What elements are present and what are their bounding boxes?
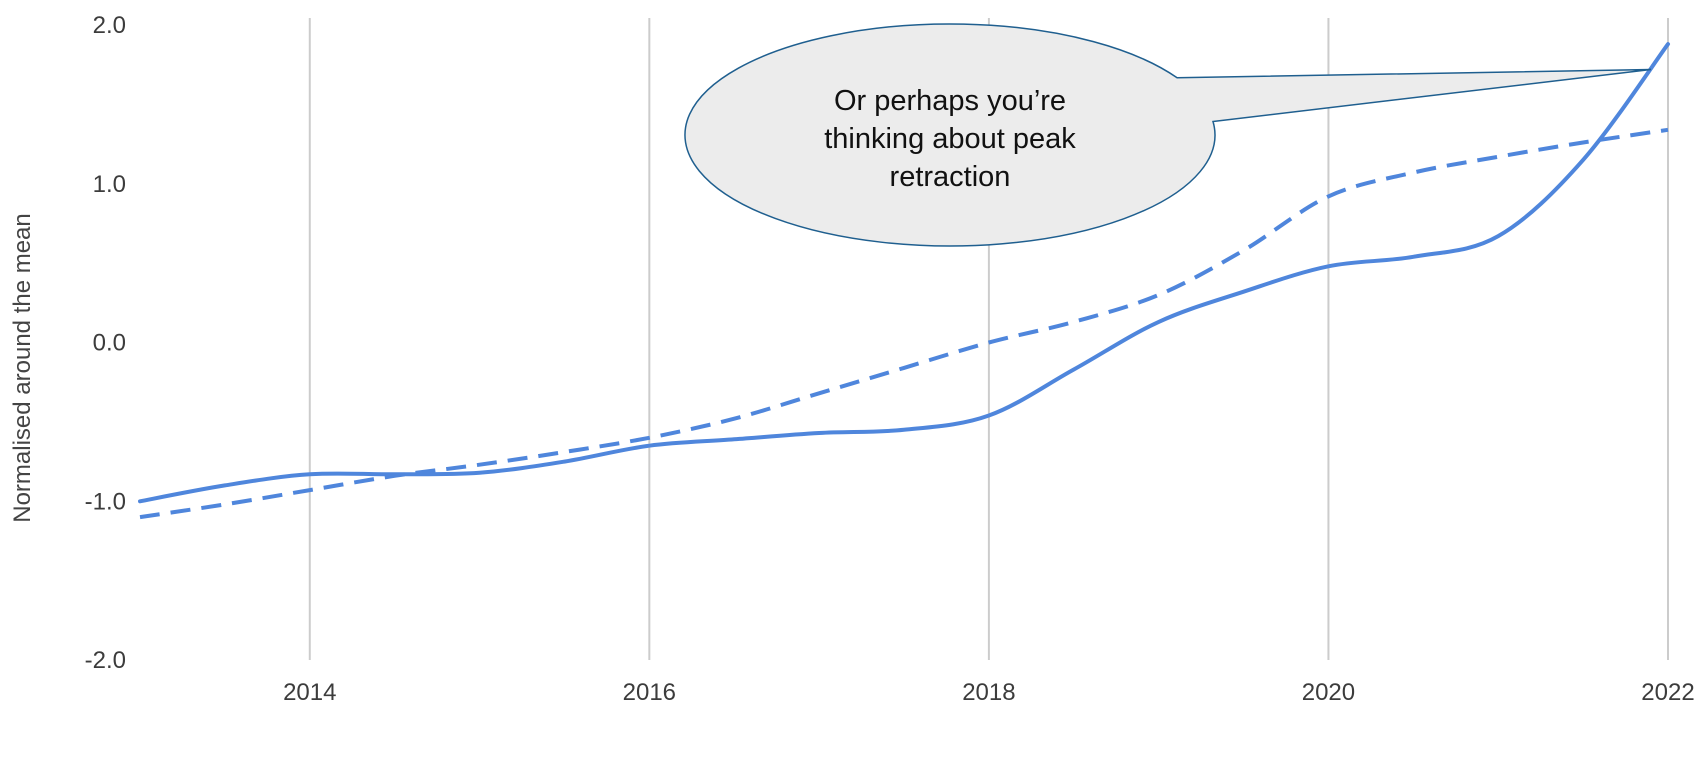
series-lines xyxy=(138,42,1670,520)
y-tick-label: -2.0 xyxy=(85,647,126,674)
dashed-series-line xyxy=(139,127,1669,520)
callout-text-line: retraction xyxy=(890,161,1011,193)
y-axis-label: Normalised around the mean xyxy=(9,213,36,523)
x-tick-label: 2022 xyxy=(1641,679,1694,706)
y-axis-ticks: 2.0 1.0 0.0 -1.0 -2.0 xyxy=(85,12,126,674)
x-axis-ticks: 2014 2016 2018 2020 2022 xyxy=(283,679,1695,706)
callout-annotation: Or perhaps you’re thinking about peak retr… xyxy=(684,23,1652,247)
y-tick-label: -1.0 xyxy=(85,488,126,515)
callout-text-line: Or perhaps you’re xyxy=(834,85,1066,117)
y-tick-label: 0.0 xyxy=(93,330,126,357)
x-tick-label: 2020 xyxy=(1302,679,1355,706)
callout-bubble xyxy=(684,23,1652,247)
y-tick-label: 1.0 xyxy=(93,171,126,198)
x-tick-label: 2016 xyxy=(623,679,676,706)
callout-text-line: thinking about peak xyxy=(824,123,1076,155)
x-tick-label: 2014 xyxy=(283,679,336,706)
y-tick-label: 2.0 xyxy=(93,12,126,39)
x-tick-label: 2018 xyxy=(962,679,1015,706)
